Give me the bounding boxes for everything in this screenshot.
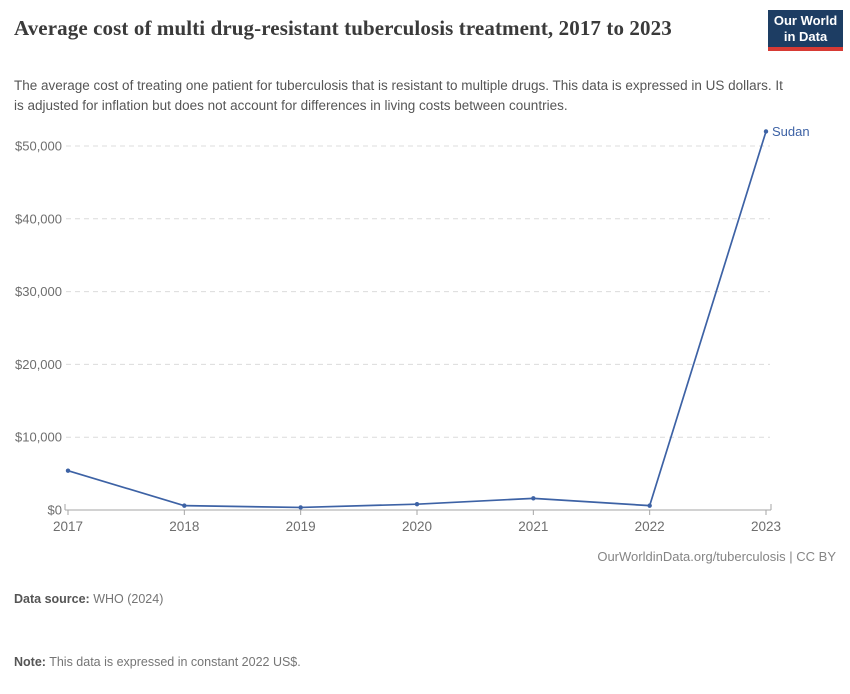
y-axis-tick-label: $30,000 (15, 284, 62, 299)
datasource-value: WHO (2024) (89, 592, 164, 606)
data-series-line (67, 131, 767, 509)
x-axis-tick-label: 2020 (402, 519, 432, 534)
page-title: Average cost of multi drug-resistant tub… (14, 16, 672, 40)
data-point[interactable] (182, 503, 187, 508)
owid-logo-line1: Our World (773, 13, 838, 28)
y-axis-tick-label: $50,000 (15, 139, 62, 154)
line-chart-canvas: $0 $10,000 $20,000 $30,000 $40,000 $50,000 201… (15, 124, 810, 534)
owid-logo-line2: in Data (783, 29, 828, 44)
y-axis-tick-label: $10,000 (15, 430, 62, 445)
note-row: Note: This data is expressed in constant… (14, 652, 301, 673)
data-point[interactable] (531, 496, 536, 501)
x-axis-tick-label: 2023 (751, 519, 781, 534)
y-axis-tick-label: $40,000 (15, 211, 62, 226)
x-axis-tick-label: 2019 (286, 519, 316, 534)
note-label: Note: (14, 655, 46, 669)
owid-logo[interactable]: Our World in Data (768, 10, 843, 51)
datasource-label: Data source: (14, 592, 90, 606)
note-value: This data is expressed in constant 2022 … (45, 655, 301, 669)
series-end-label[interactable]: Sudan (772, 124, 810, 139)
data-point[interactable] (647, 503, 652, 508)
y-axis-tick-label: $0 (48, 503, 62, 518)
x-axis-tick-label: 2018 (169, 519, 199, 534)
x-axis-tick-label: 2017 (53, 519, 83, 534)
x-axis-tick-label: 2021 (518, 519, 548, 534)
y-axis-tick-label: $20,000 (15, 357, 62, 372)
data-point[interactable] (414, 501, 420, 507)
chart-subtitle: The average cost of treating one patient… (14, 78, 783, 113)
footer-link[interactable]: OurWorldinData.org/tuberculosis | CC BY (597, 549, 836, 564)
data-point[interactable] (763, 129, 769, 134)
x-axis-tick-label: 2022 (635, 519, 665, 534)
data-point[interactable] (65, 468, 71, 473)
footer-meta: Data source: WHO (2024) Note: This data … (14, 547, 301, 694)
data-point[interactable] (298, 505, 303, 510)
